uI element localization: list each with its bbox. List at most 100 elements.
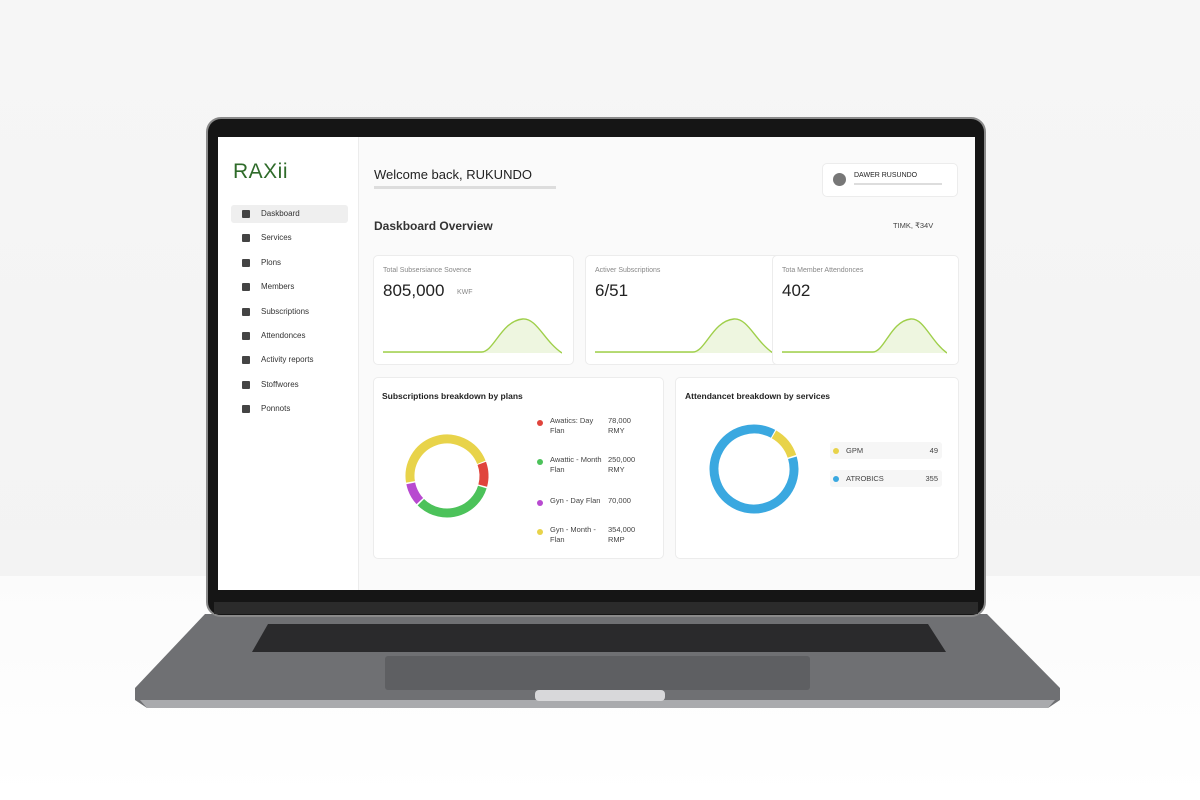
nav-icon [242,405,250,414]
donut-segment [405,434,489,518]
welcome: Welcome back, RUKUNDO [374,167,532,182]
nav-item[interactable]: Activity reports [231,351,348,369]
nav-item[interactable]: Subscriptions [231,303,348,321]
keyboard [252,624,946,652]
legend-label: GPM [846,446,864,455]
user-card[interactable]: DAWER RUSUNDO [822,163,958,197]
nav-icon [242,234,250,243]
stat-card: Activer Subscriptions 6/51 [585,255,785,365]
nav-item[interactable]: Attendonces [231,327,348,345]
stat-label: Activer Subscriptions [595,267,661,274]
nav-icon [242,307,250,316]
nav-label: Subscriptions [261,306,310,316]
user-name: DAWER RUSUNDO [854,172,918,179]
overview-title: Daskboard Overview [374,219,493,233]
amount: 354,000 [608,525,636,534]
donut-segment [709,424,799,514]
legend-dot [537,459,543,465]
sparkline-area [595,318,773,353]
base-edge [140,700,1055,708]
stat-card: Tota Member Attendonces 402 [772,255,959,365]
donut-segment [405,434,489,518]
legend-label: Gyn - Day Flan [550,496,601,505]
legend-value: 355 [925,474,938,483]
legend-label: Awattic - Month Flan [550,455,602,474]
nav-item[interactable]: Members [231,278,348,296]
nav-label: Attendonces [261,331,306,340]
stat-value: 805,000 [383,281,445,300]
unit: RMY [608,426,625,435]
legend-amount: 78,000 RMY [608,416,650,436]
legend-label: Gyn - Month - Flan [550,525,596,544]
sparkline [383,318,562,354]
nav-icon [242,332,250,340]
nav-icon [242,283,250,292]
stat-value: 6/51 [595,281,629,300]
legend-amount: 250,000 RMY [608,455,650,475]
amount: 78,000 [608,416,631,425]
stat-label: Total Subsersiance Sovence [383,267,472,274]
user-sub-placeholder [854,183,942,185]
stat-label: Tota Member Attendonces [782,267,864,274]
notch [535,690,665,701]
screen: RAXii Daskboard Services Plons Members Subsc… [218,137,975,590]
nav-label: Plons [261,257,282,267]
hinge [214,602,978,614]
legend-dot [833,448,839,454]
legend-label: Awatics: Day Flan [550,416,594,435]
services-card: Attendancet breakdown by services [675,377,959,559]
unit: RMP [608,535,625,544]
nav-icon [242,356,250,365]
brand: RAXii [233,160,289,183]
nav-label: Activity reports [261,355,314,365]
avatar [833,173,846,186]
nav-item[interactable]: Daskboard [231,205,348,223]
legend-amount: 70,000 [608,496,650,506]
nav-icon [242,210,250,218]
nav-label: Ponnots [261,404,291,414]
plans-card: Subscriptions breakdown by plans [373,377,664,559]
nav-icon [242,258,250,267]
donut-layer [405,424,799,518]
amount: 70,000 [608,496,631,505]
nav-item[interactable]: Plons [231,254,348,272]
nav-label: Services [261,233,292,243]
legend-dot [537,420,543,426]
sparkline-line [383,318,562,354]
sidebar: RAXii Daskboard Services Plons Members Subsc… [218,137,359,590]
sparkline [595,318,773,354]
sparkline-line [782,318,947,354]
sparkline [782,318,947,354]
sparkline-line [595,318,773,354]
nav-item[interactable]: Ponnots [231,400,348,418]
trackpad [385,656,810,690]
legend-row-bg [830,442,942,459]
nav-label: Members [261,282,295,292]
plans-title: Subscriptions breakdown by plans [382,391,523,401]
sparkline-area [383,318,562,353]
donut-segment [709,424,799,514]
legend-dot [537,529,543,535]
legend-value: 49 [929,446,938,455]
nav-item[interactable]: Stoffwores [231,376,348,394]
stat-unit: KWF [457,289,473,296]
legend-dot [537,500,543,506]
legend-dot [833,476,839,482]
nav-icon [242,380,250,389]
subtitle-placeholder [374,186,556,189]
legend-row-bg [830,470,942,487]
unit: RMY [608,465,625,474]
services-title: Attendancet breakdown by services [685,391,831,401]
nav-label: Daskboard [261,209,300,218]
legend-amount: 354,000 RMP [608,525,650,545]
filter[interactable]: TIMK, ₹34V [893,221,934,230]
nav-item[interactable]: Services [231,229,348,247]
stat-value: 402 [782,281,811,300]
nav-label: Stoffwores [261,379,299,389]
stat-card: Total Subsersiance Sovence 805,000 KWF [373,255,574,365]
donut-segment [405,434,489,518]
amount: 250,000 [608,455,636,464]
donut-segment [405,434,489,518]
sparkline-area [782,318,947,353]
